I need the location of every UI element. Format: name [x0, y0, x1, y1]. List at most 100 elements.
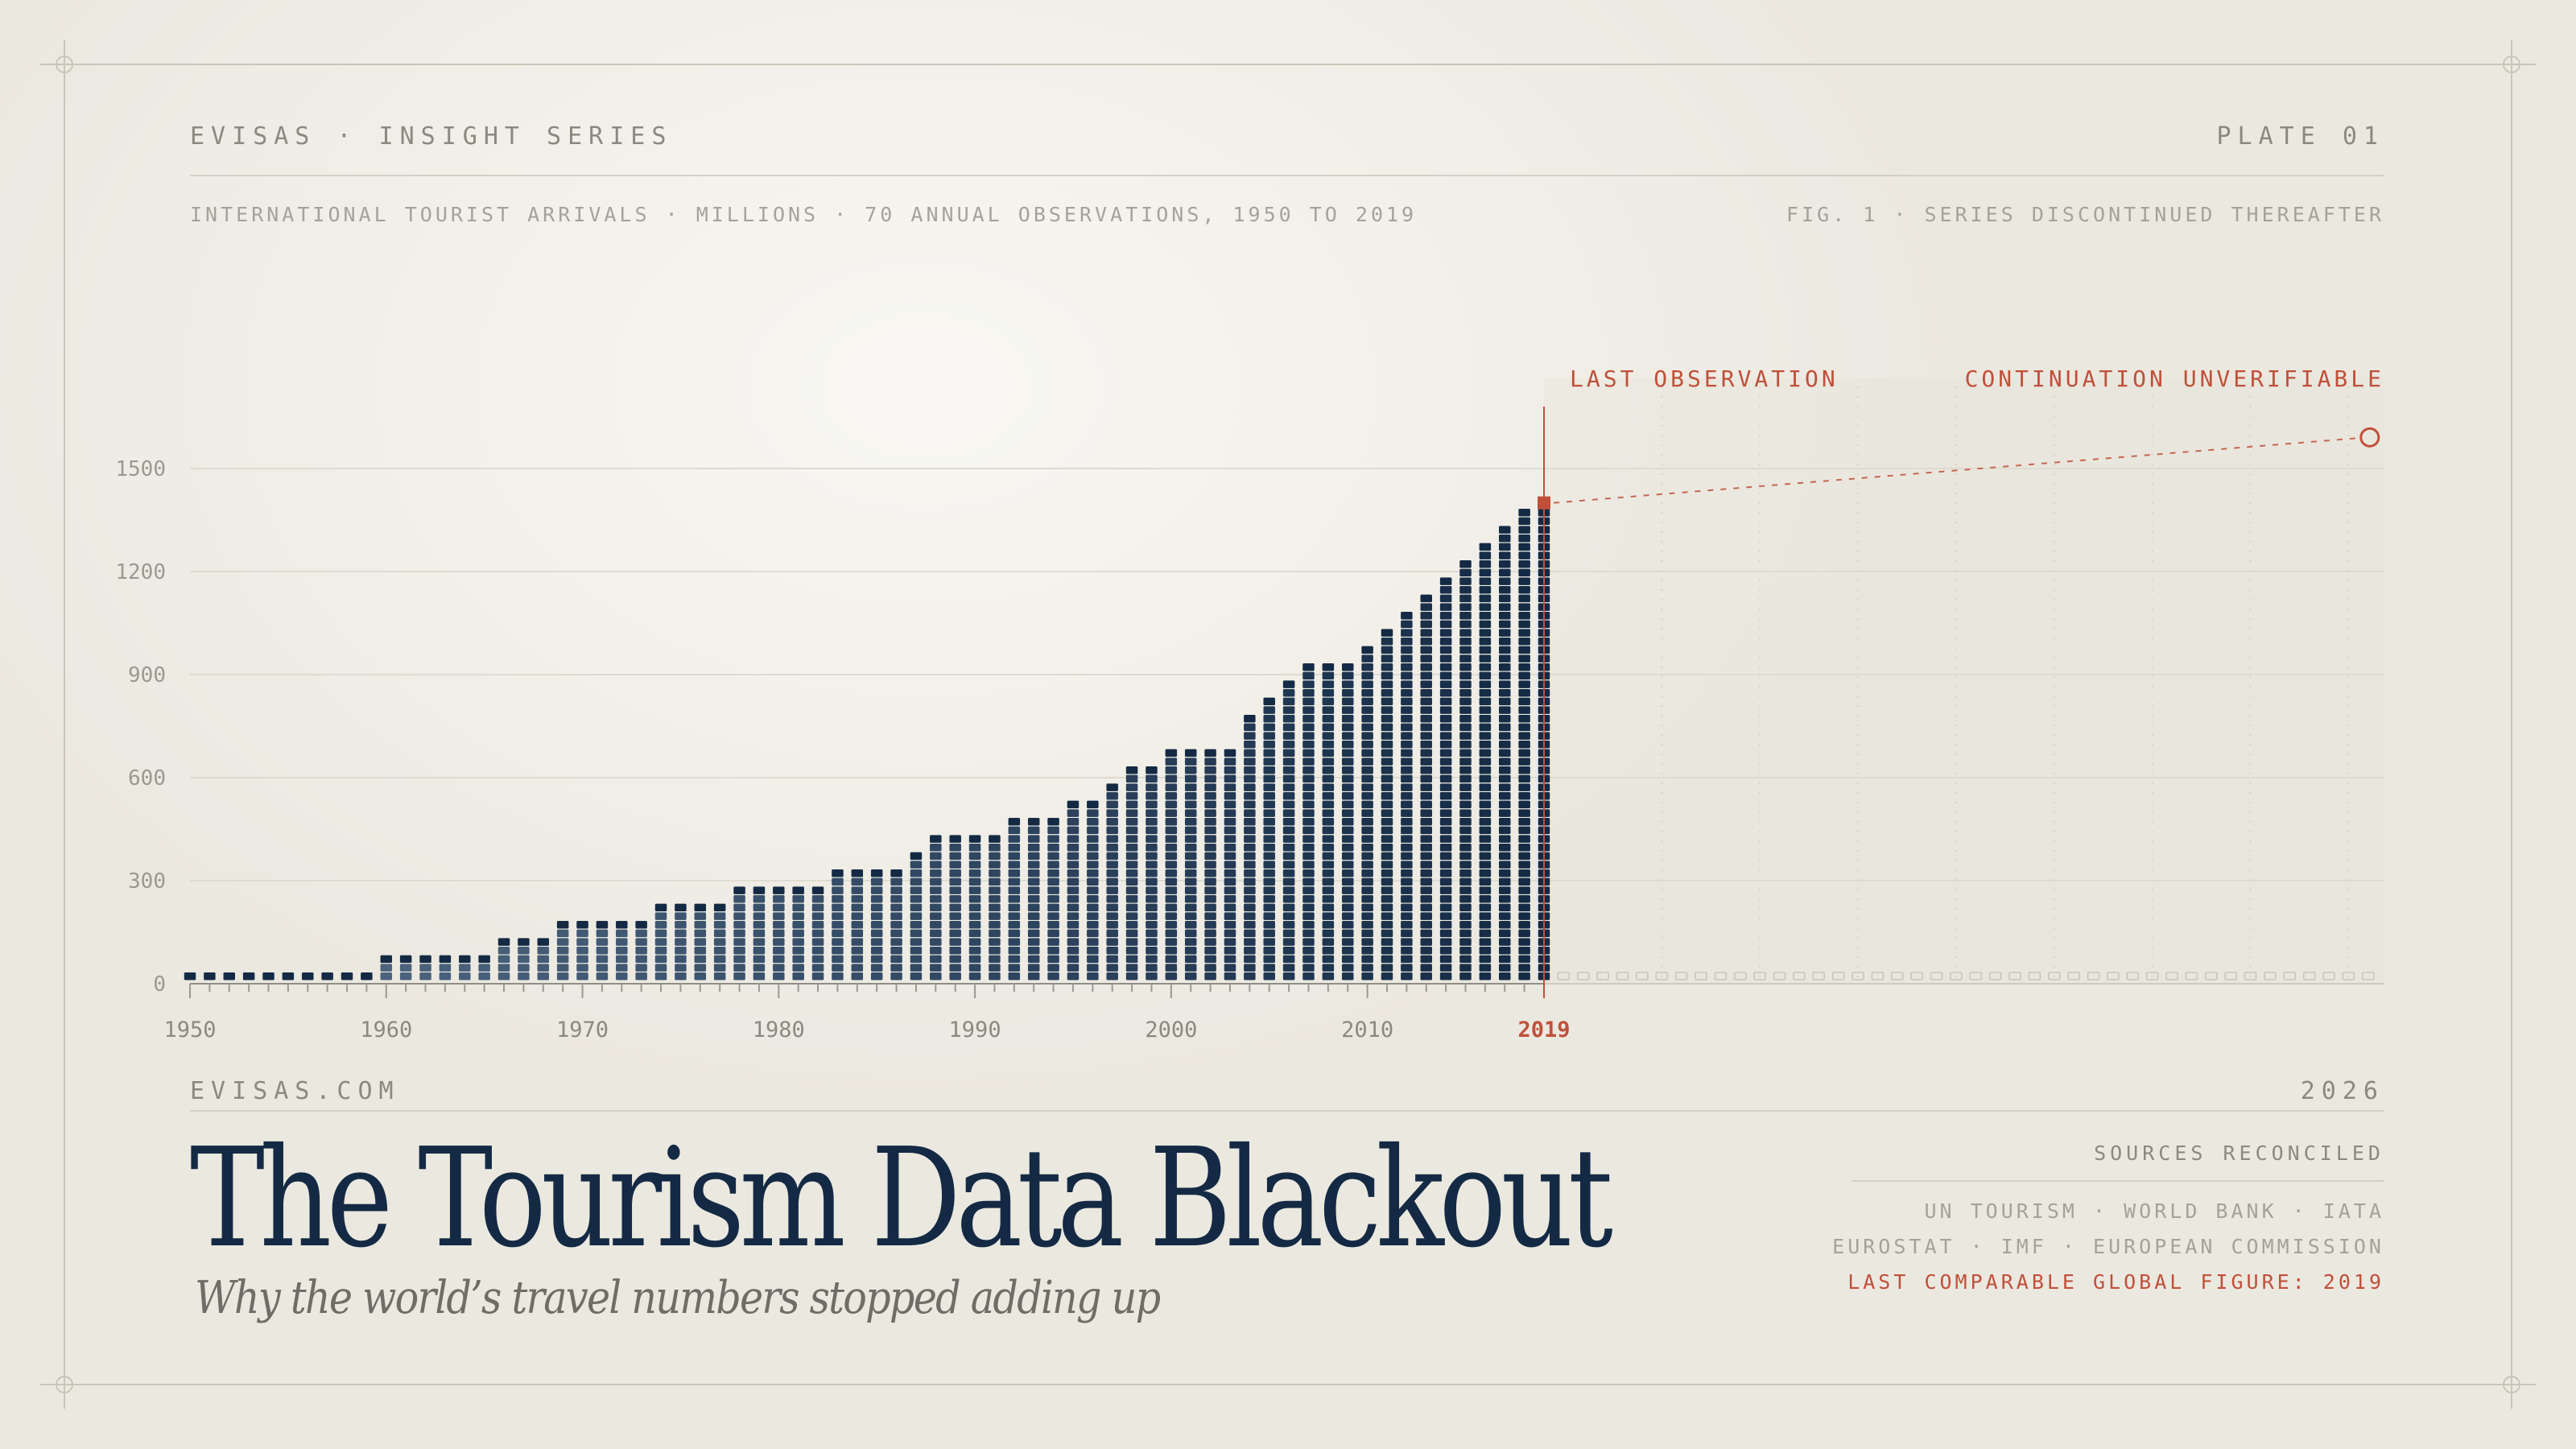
- bar-dot: [1518, 697, 1530, 706]
- bar-dot: [1518, 972, 1530, 980]
- bar-dot: [1361, 844, 1373, 852]
- bar-dot: [1184, 844, 1197, 852]
- bar-dot: [1459, 964, 1472, 972]
- bar-dot: [1263, 895, 1275, 903]
- bar-dot: [1165, 895, 1178, 903]
- bar-dot: [1263, 844, 1275, 852]
- bar-dot: [1302, 758, 1315, 766]
- bar-dot: [1439, 964, 1452, 972]
- bar-dot: [1302, 964, 1315, 972]
- bar-dot: [1341, 706, 1354, 714]
- bar-dot: [1302, 861, 1315, 869]
- bar-dot: [1439, 844, 1452, 852]
- placeholder-box: [2322, 972, 2335, 980]
- bar-dot: [1008, 912, 1021, 920]
- bar-dot: [1381, 835, 1393, 843]
- bar-dot: [1204, 912, 1216, 920]
- bar-dot: [989, 921, 1001, 929]
- bar-dot: [1106, 886, 1118, 894]
- bar-dot: [1498, 594, 1511, 603]
- bar-dot: [910, 852, 923, 861]
- bar-dot: [1439, 861, 1452, 869]
- bar-dot: [1224, 972, 1236, 980]
- bar-dot: [1381, 861, 1393, 869]
- bar-dot: [1027, 861, 1040, 869]
- bar-dot: [949, 964, 961, 972]
- bar-dot: [1498, 921, 1511, 929]
- bar-dot: [1165, 869, 1178, 877]
- placeholder-box: [2342, 972, 2355, 980]
- bar-dot: [792, 972, 804, 980]
- bar-dot: [1439, 792, 1452, 800]
- bar: [399, 955, 412, 980]
- bar-dot: [1518, 577, 1530, 585]
- bar-dot: [1282, 774, 1295, 783]
- bar-dot: [1302, 732, 1315, 740]
- bar-dot: [1282, 792, 1295, 800]
- bar-dot: [949, 921, 961, 929]
- placeholder-box: [1930, 972, 1943, 980]
- bar-dot: [1244, 912, 1256, 920]
- bar-dot: [1341, 800, 1354, 809]
- bar-dot: [968, 861, 981, 869]
- bar-dot: [1302, 921, 1315, 929]
- brand-label: EVISAS · INSIGHT SERIES: [190, 122, 673, 151]
- bar: [518, 938, 530, 980]
- bar-dot: [1459, 577, 1472, 585]
- bar-dot: [1420, 861, 1432, 869]
- bar-dot: [1439, 680, 1452, 688]
- bar-dot: [1184, 758, 1197, 766]
- bar-dot: [1361, 861, 1373, 869]
- x-tick-label: 1950: [163, 1018, 216, 1042]
- bar-dot: [1341, 680, 1354, 688]
- bar-dot: [1420, 877, 1432, 886]
- placeholder-box: [1674, 972, 1688, 980]
- bar-dot: [1165, 818, 1178, 826]
- bar-dot: [1420, 903, 1432, 912]
- bar-dot: [1479, 826, 1492, 835]
- bar: [576, 921, 588, 980]
- bar: [1420, 594, 1432, 980]
- bar-dot: [1381, 758, 1393, 766]
- bar-dot: [694, 972, 707, 980]
- bar-dot: [1244, 903, 1256, 912]
- bar-dot: [1381, 800, 1393, 809]
- bar-dot: [1184, 861, 1197, 869]
- bar-dot: [1479, 732, 1492, 740]
- bar-dot: [1282, 929, 1295, 938]
- bar-dot: [1381, 844, 1393, 852]
- bar-dot: [1479, 809, 1492, 817]
- bar-dot: [576, 964, 588, 972]
- bar-dot: [1204, 766, 1216, 774]
- bar-dot: [1518, 809, 1530, 817]
- bar-dot: [910, 972, 923, 980]
- bar-dot: [1420, 749, 1432, 758]
- bar-dot: [556, 955, 569, 964]
- bar-dot: [1067, 947, 1080, 955]
- bar-dot: [1087, 826, 1099, 835]
- bar-dot: [1361, 912, 1373, 920]
- bar-dot: [1146, 921, 1158, 929]
- bar-dot: [1067, 938, 1080, 946]
- bar-dot: [1302, 886, 1315, 894]
- placeholder-box: [2165, 972, 2178, 980]
- bar-dot: [1401, 964, 1413, 972]
- bar-dot: [1146, 792, 1158, 800]
- bar-dot: [753, 964, 766, 972]
- bar-dot: [1401, 697, 1413, 706]
- bar-dot: [832, 929, 844, 938]
- bar: [1361, 646, 1373, 980]
- bar-dot: [1125, 835, 1138, 843]
- bar-dot: [459, 972, 471, 980]
- bar-dot: [910, 869, 923, 877]
- placeholder-box: [1714, 972, 1728, 980]
- bar-dot: [1341, 758, 1354, 766]
- bar-dot: [1498, 912, 1511, 920]
- bar-dot: [1008, 895, 1021, 903]
- bar-dot: [1027, 852, 1040, 861]
- bar-dot: [1420, 620, 1432, 629]
- bar-dot: [675, 921, 687, 929]
- bar-dot: [616, 929, 628, 938]
- bar-dot: [1498, 886, 1511, 894]
- bar-dot: [890, 886, 902, 894]
